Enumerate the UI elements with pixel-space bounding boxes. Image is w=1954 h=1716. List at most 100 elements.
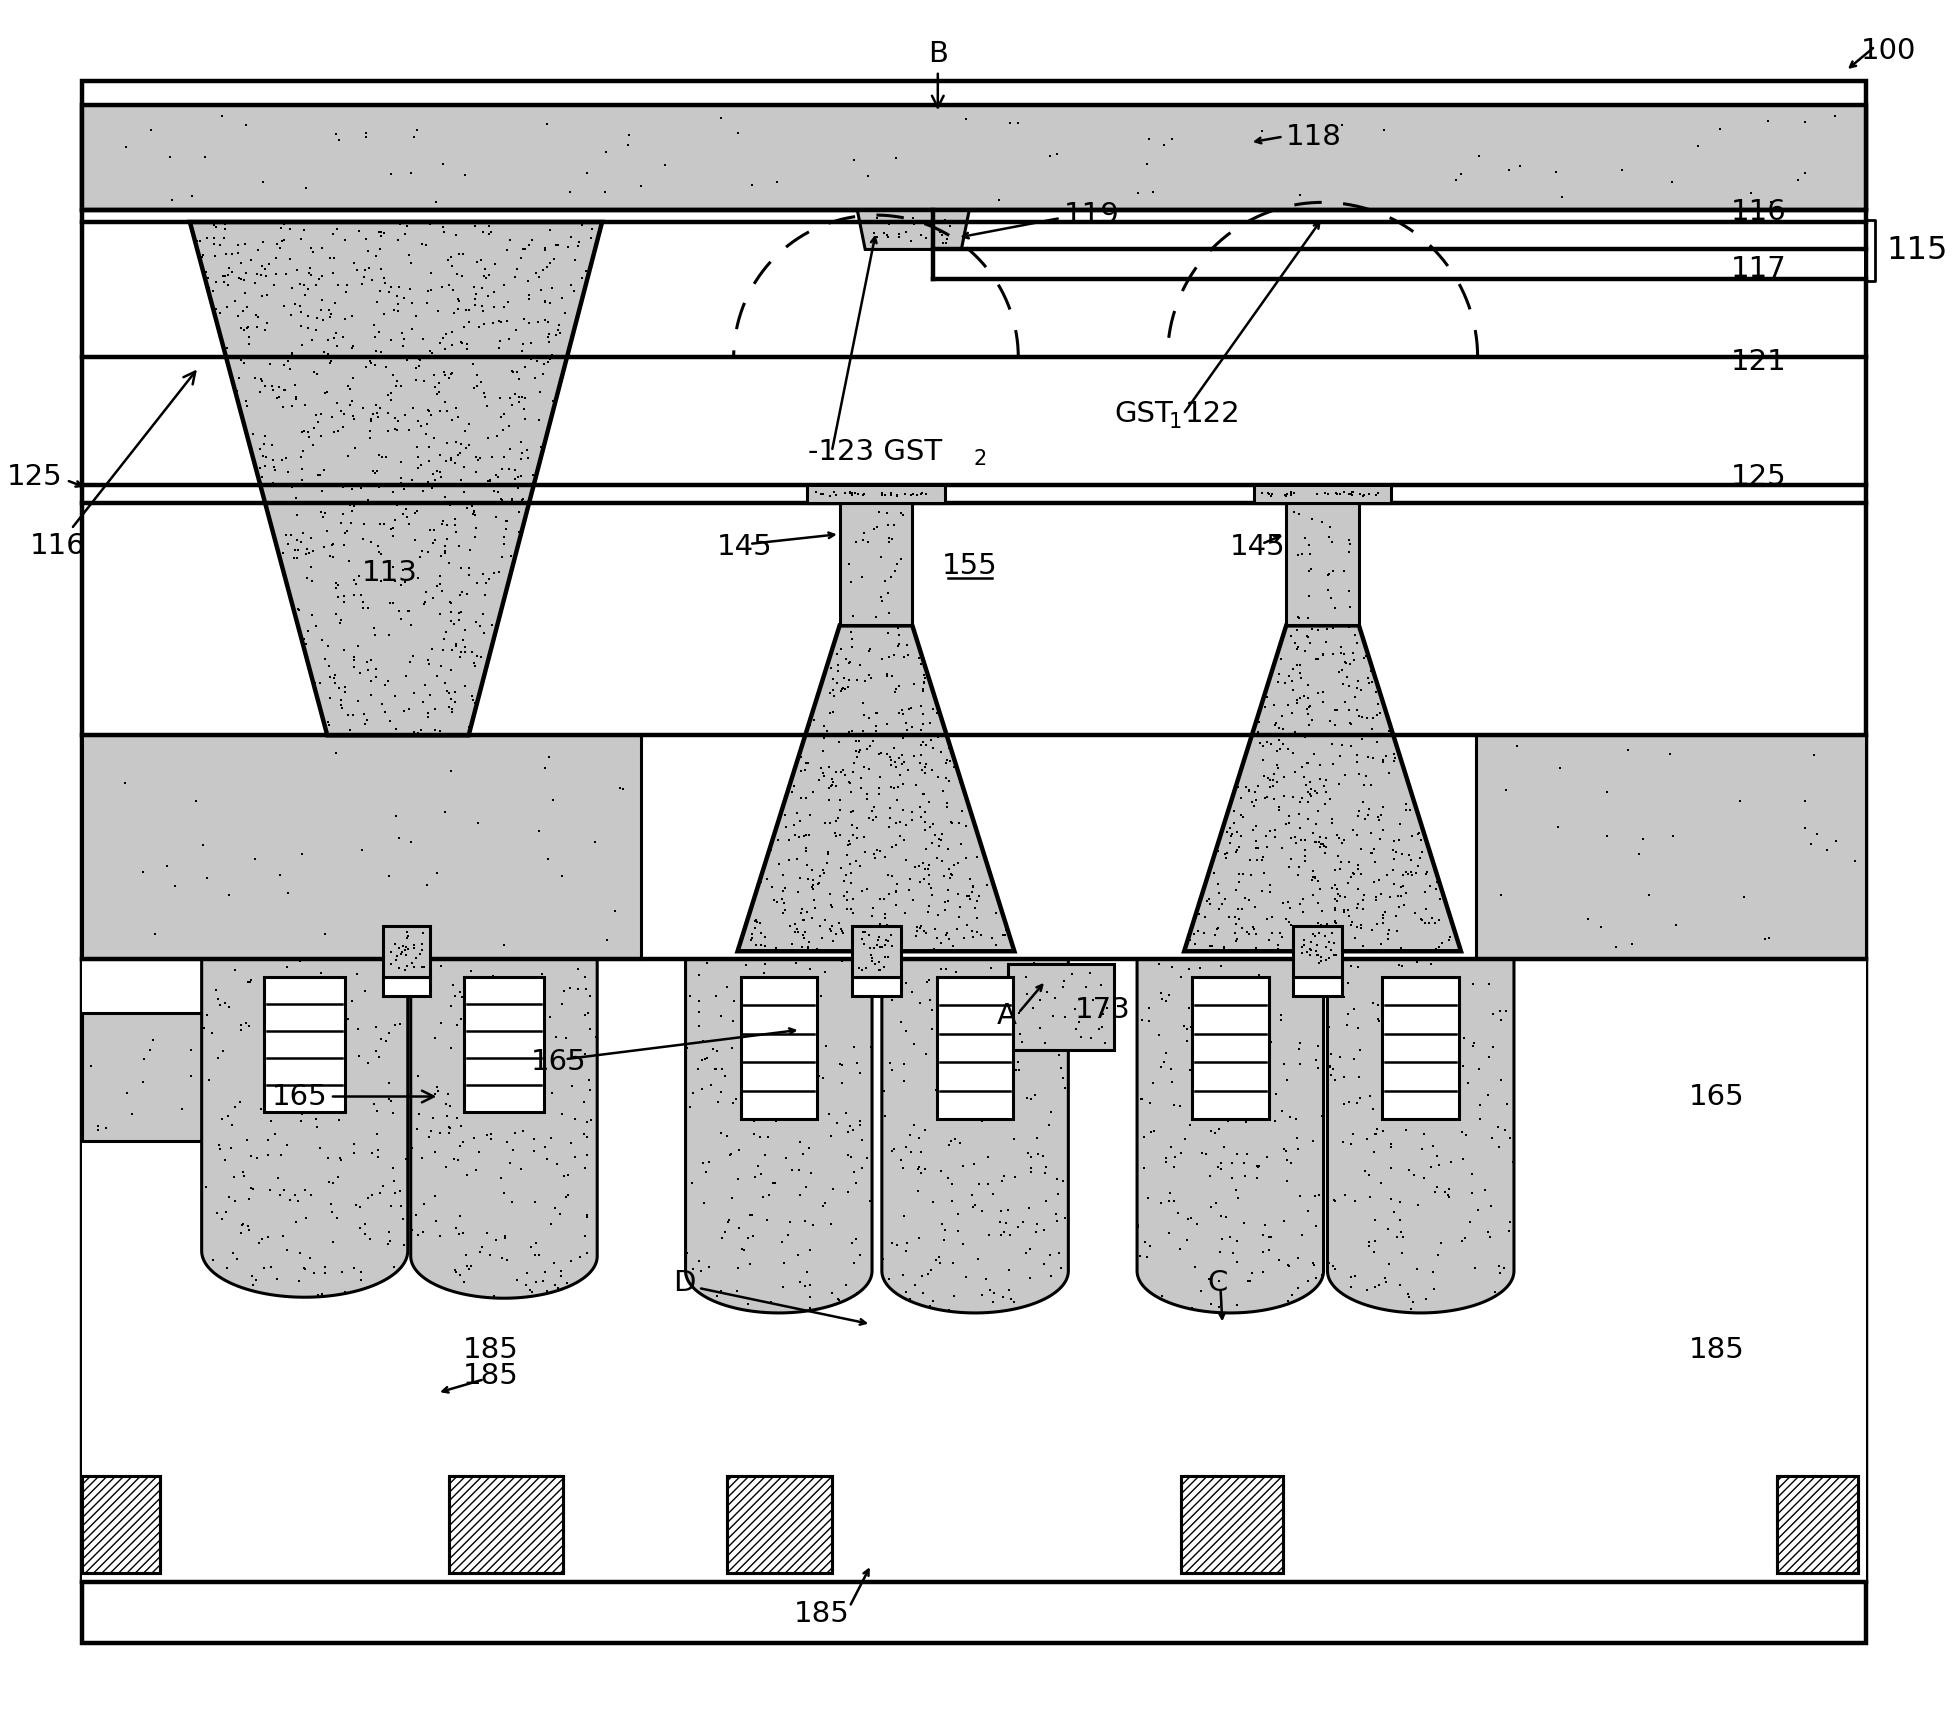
Point	[469, 263, 500, 290]
Point	[1315, 920, 1346, 947]
Point	[1473, 971, 1505, 999]
Point	[881, 549, 913, 577]
Point	[1321, 480, 1352, 508]
Point	[922, 925, 954, 952]
Point	[1311, 628, 1342, 656]
Point	[488, 400, 520, 427]
Point	[371, 980, 403, 1007]
Point	[815, 880, 846, 908]
Point	[1319, 1066, 1350, 1093]
Point	[383, 597, 414, 625]
Point	[930, 954, 961, 982]
Point	[760, 1169, 791, 1196]
Point	[215, 1134, 246, 1162]
Point	[834, 479, 866, 506]
Point	[1155, 1134, 1186, 1162]
Point	[1002, 1048, 1034, 1076]
Point	[201, 1199, 233, 1227]
Point	[512, 436, 543, 463]
Point	[465, 369, 496, 396]
Point	[1790, 108, 1821, 136]
Point	[190, 1174, 221, 1201]
Point	[903, 1177, 934, 1205]
Point	[854, 805, 885, 832]
Point	[844, 1059, 875, 1086]
Point	[545, 863, 576, 891]
Point	[891, 1018, 922, 1045]
Point	[1180, 1210, 1211, 1237]
Polygon shape	[881, 959, 1069, 1313]
Point	[434, 1093, 465, 1121]
Point	[233, 293, 264, 321]
Point	[475, 218, 506, 245]
Point	[957, 873, 989, 901]
Point	[1458, 1030, 1489, 1057]
Point	[942, 849, 973, 877]
Point	[1215, 813, 1247, 841]
Point	[1624, 841, 1655, 868]
Point	[1790, 815, 1821, 843]
Point	[518, 1074, 549, 1102]
Point	[389, 956, 420, 983]
Point	[1266, 834, 1297, 861]
Point	[895, 480, 926, 508]
Point	[1333, 537, 1364, 565]
Point	[1346, 836, 1378, 863]
Bar	[852, 925, 901, 976]
Point	[1417, 1258, 1448, 1285]
Point	[238, 1175, 270, 1203]
Point	[1241, 1153, 1272, 1181]
Point	[1311, 832, 1342, 860]
Point	[950, 106, 981, 134]
Point	[403, 1062, 434, 1090]
Point	[416, 475, 447, 503]
Point	[875, 795, 907, 822]
Point	[1227, 896, 1258, 923]
Point	[453, 535, 485, 563]
Point	[408, 367, 440, 395]
Point	[381, 803, 412, 831]
Point	[1297, 1249, 1329, 1277]
Point	[1274, 909, 1305, 937]
Point	[447, 1268, 479, 1296]
Point	[1278, 479, 1309, 506]
Point	[1018, 1016, 1049, 1043]
Point	[1122, 1088, 1153, 1115]
Point	[1172, 1225, 1204, 1253]
Point	[1337, 1121, 1368, 1148]
Point	[768, 889, 799, 916]
Point	[272, 348, 303, 376]
Point	[873, 1266, 905, 1294]
Point	[1381, 1036, 1413, 1064]
Point	[1591, 777, 1622, 805]
Point	[338, 1254, 369, 1282]
Point	[875, 921, 907, 949]
Point	[821, 920, 852, 947]
Point	[201, 295, 233, 323]
Point	[252, 281, 283, 309]
Point	[1356, 716, 1387, 743]
Point	[1419, 963, 1450, 990]
Point	[830, 479, 862, 506]
Bar	[936, 252, 1864, 276]
Point	[1229, 1162, 1260, 1189]
Point	[700, 1055, 731, 1083]
Point	[506, 444, 537, 472]
Point	[461, 249, 492, 276]
Point	[309, 379, 340, 407]
Point	[365, 395, 397, 422]
Point	[281, 978, 313, 1006]
Point	[856, 1199, 887, 1227]
Point	[492, 1127, 524, 1155]
Point	[1456, 1179, 1487, 1206]
Point	[1272, 1167, 1303, 1194]
Point	[735, 1251, 766, 1278]
Point	[871, 710, 903, 738]
Point	[428, 506, 459, 534]
Point	[973, 1277, 1004, 1304]
Point	[1546, 184, 1577, 211]
Point	[375, 386, 406, 414]
Point	[1340, 683, 1372, 710]
Point	[299, 359, 330, 386]
Point	[1292, 685, 1323, 712]
